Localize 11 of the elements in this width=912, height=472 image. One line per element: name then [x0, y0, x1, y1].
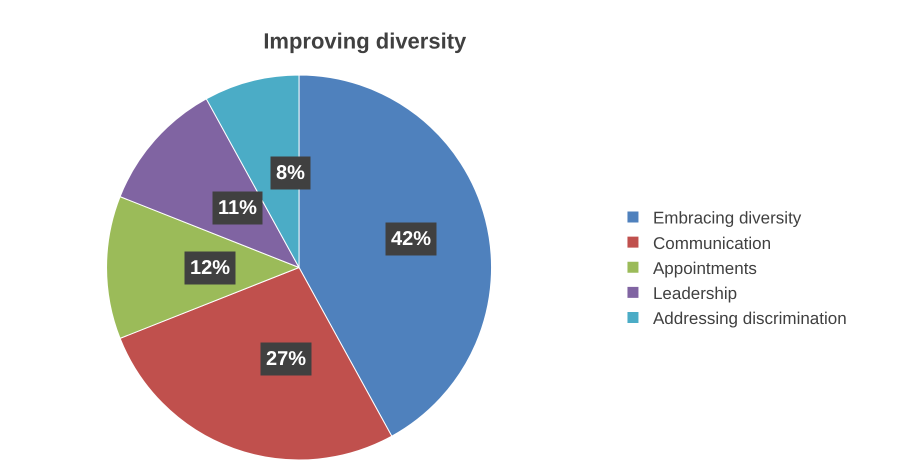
data-label: 42% [391, 228, 432, 250]
legend-label: Appointments [652, 258, 757, 278]
data-label: 8% [276, 162, 306, 184]
data-label: 11% [218, 197, 258, 219]
legend-label: Addressing discrimination [652, 309, 847, 328]
legend-label: Leadership [652, 284, 738, 303]
legend-label: Embracing diversity [652, 208, 802, 228]
legend-label: Communication [652, 234, 772, 253]
data-label: 12% [190, 257, 230, 279]
chart-title: Improving diversity [263, 28, 468, 54]
data-label: 27% [266, 348, 306, 370]
